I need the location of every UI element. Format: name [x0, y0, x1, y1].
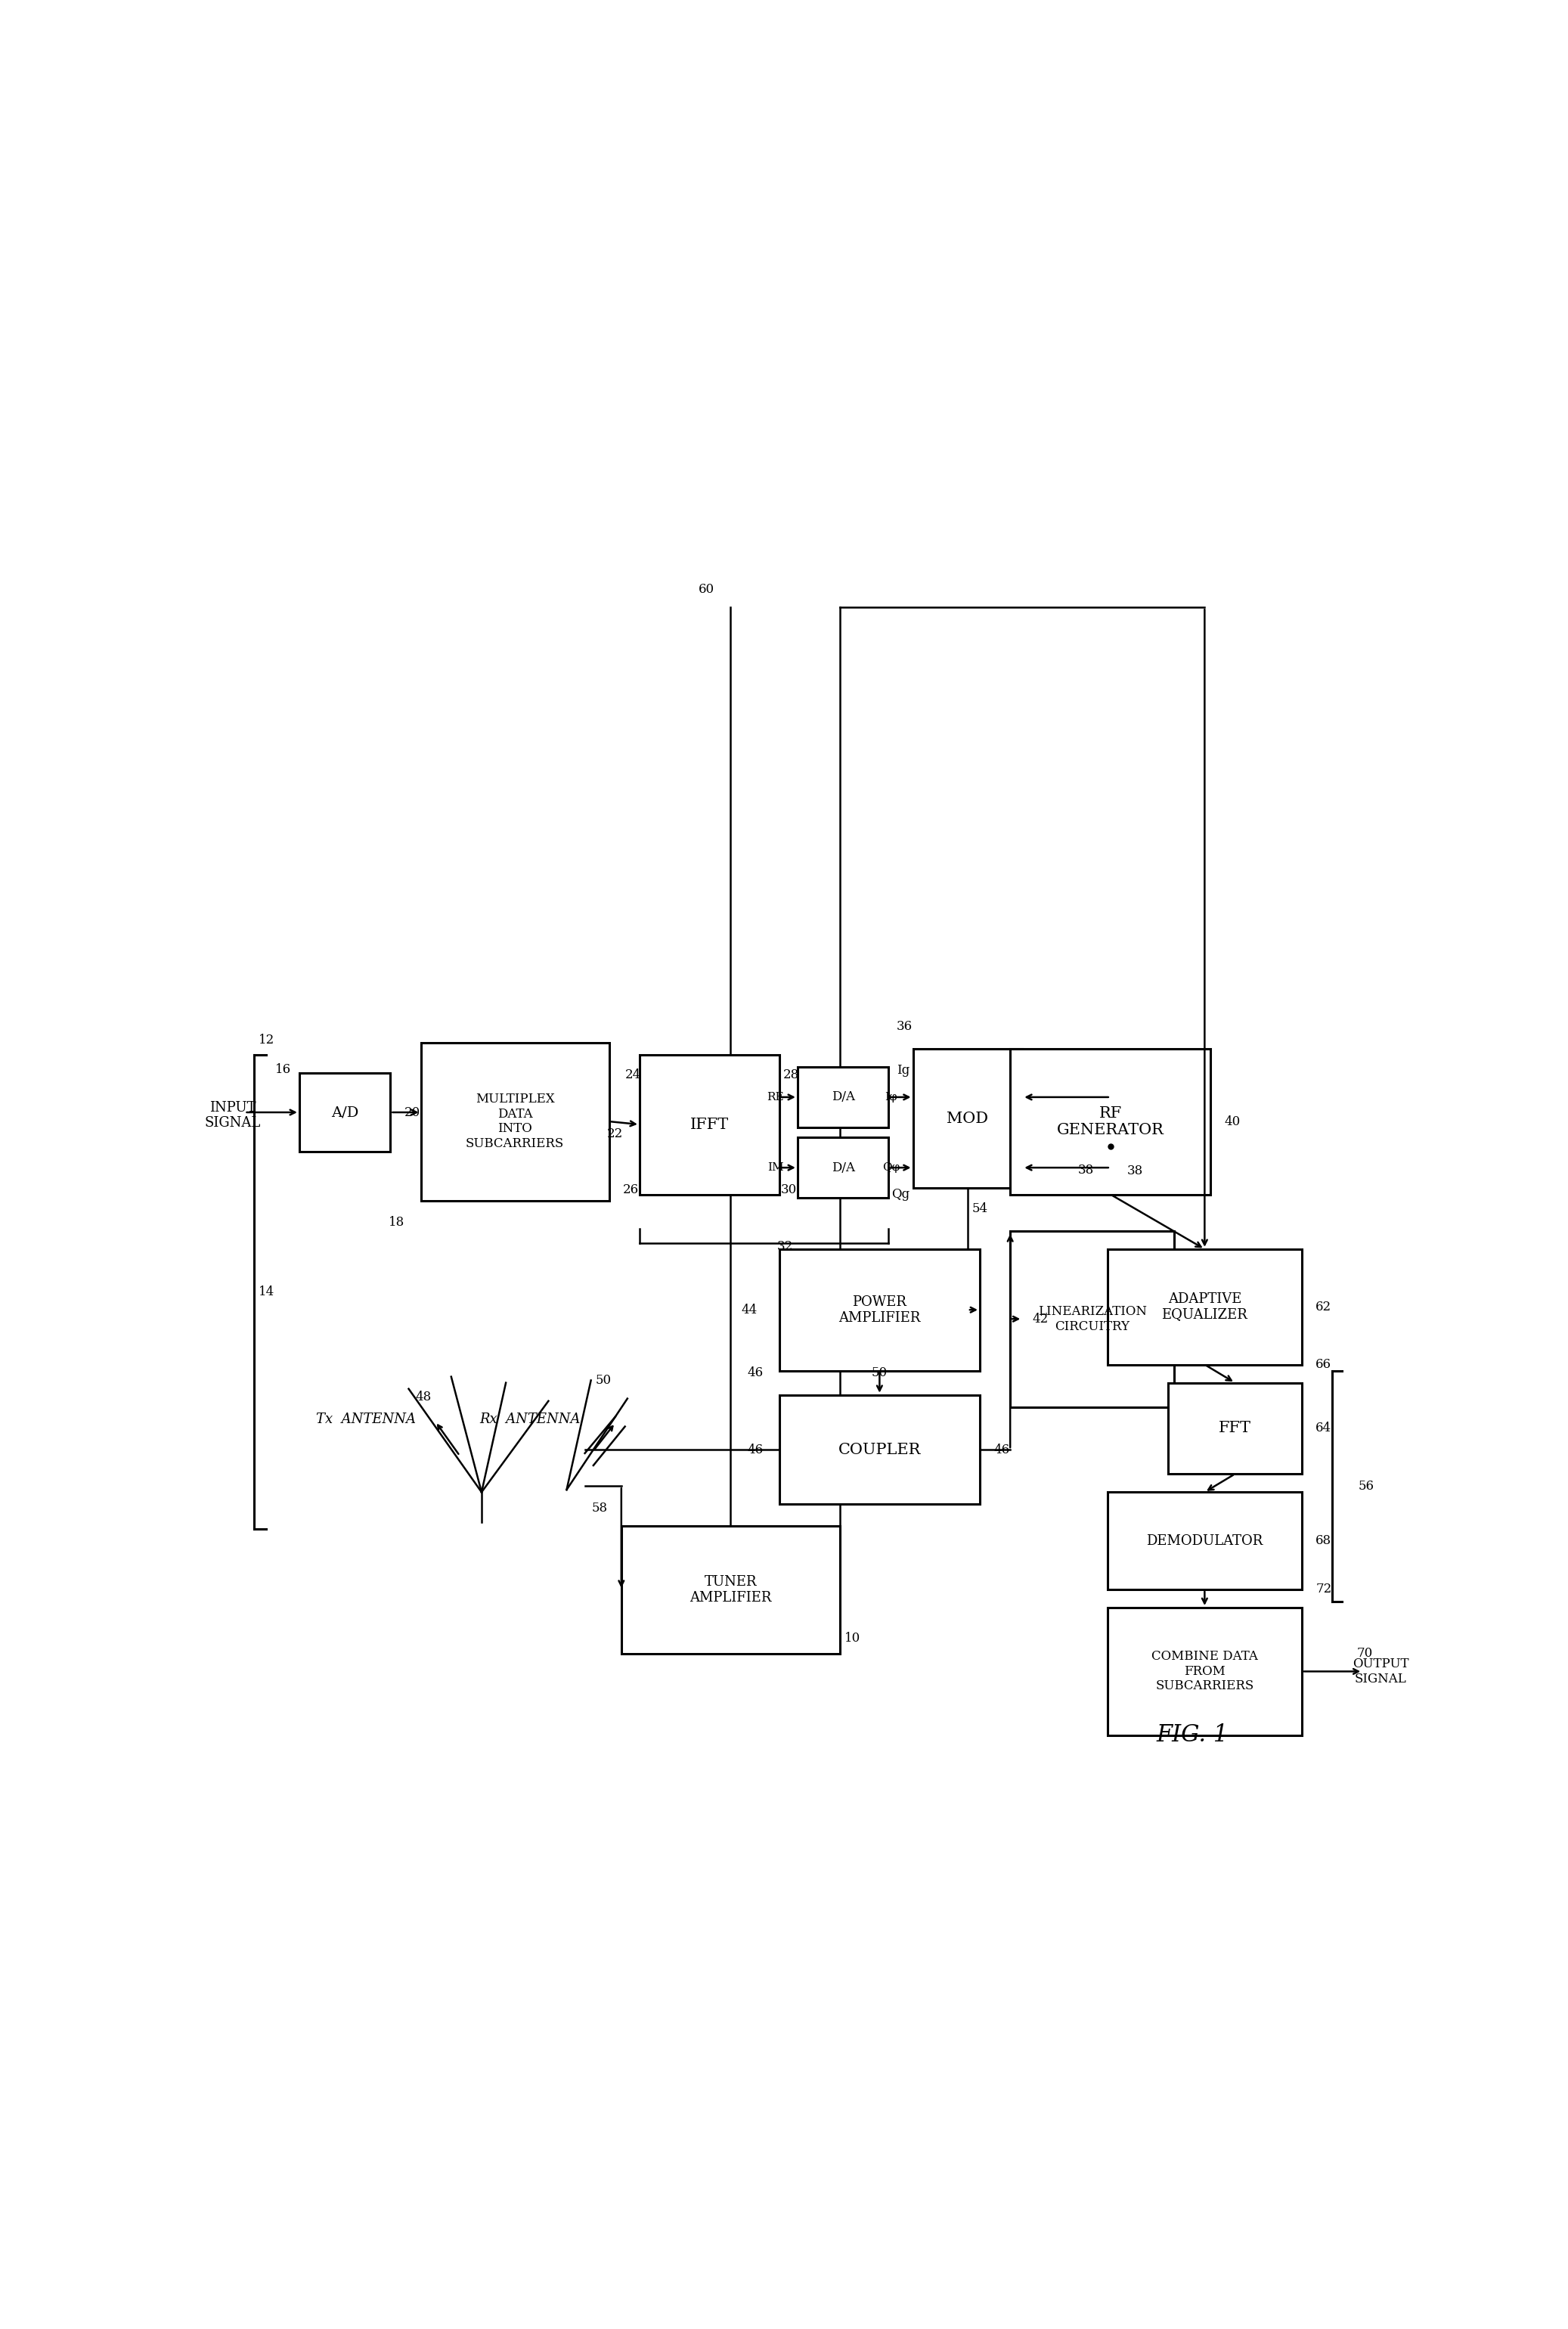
Text: 66: 66: [1316, 1358, 1331, 1372]
Text: 58: 58: [591, 1502, 607, 1514]
Text: INPUT
SIGNAL: INPUT SIGNAL: [204, 1102, 260, 1130]
Text: 48: 48: [416, 1390, 431, 1404]
Text: 42: 42: [1033, 1314, 1049, 1325]
FancyBboxPatch shape: [913, 1048, 1022, 1188]
Text: TUNER
AMPLIFIER: TUNER AMPLIFIER: [690, 1574, 771, 1605]
Text: Iφ: Iφ: [884, 1092, 897, 1102]
Text: Qg: Qg: [892, 1188, 909, 1202]
Text: 62: 62: [1316, 1300, 1331, 1314]
Text: COMBINE DATA
FROM
SUBCARRIERS: COMBINE DATA FROM SUBCARRIERS: [1151, 1651, 1258, 1693]
Text: IFFT: IFFT: [690, 1118, 729, 1132]
Text: 10: 10: [844, 1633, 861, 1644]
FancyBboxPatch shape: [1107, 1607, 1301, 1735]
Text: 46: 46: [994, 1444, 1010, 1456]
Text: MOD: MOD: [947, 1111, 988, 1125]
Text: OUTPUT
SIGNAL: OUTPUT SIGNAL: [1353, 1658, 1410, 1686]
Text: D/A: D/A: [831, 1162, 855, 1174]
Text: 40: 40: [1225, 1116, 1240, 1127]
Text: A/D: A/D: [331, 1106, 359, 1120]
Text: 38: 38: [1079, 1164, 1094, 1176]
Text: Qφ: Qφ: [883, 1162, 900, 1174]
FancyBboxPatch shape: [1107, 1248, 1301, 1365]
FancyBboxPatch shape: [299, 1074, 390, 1153]
Text: RE: RE: [767, 1092, 784, 1102]
Text: 22: 22: [607, 1127, 622, 1139]
Text: DEMODULATOR: DEMODULATOR: [1146, 1535, 1262, 1546]
Text: D/A: D/A: [831, 1090, 855, 1104]
FancyBboxPatch shape: [621, 1525, 840, 1654]
Text: 44: 44: [742, 1304, 757, 1316]
Text: ADAPTIVE
EQUALIZER: ADAPTIVE EQUALIZER: [1162, 1293, 1248, 1321]
FancyBboxPatch shape: [640, 1055, 779, 1195]
Text: 54: 54: [972, 1202, 988, 1216]
Text: 32: 32: [778, 1241, 793, 1253]
Text: RF
GENERATOR: RF GENERATOR: [1057, 1106, 1163, 1137]
FancyBboxPatch shape: [1168, 1383, 1301, 1474]
Text: 38: 38: [1127, 1164, 1143, 1176]
Text: 12: 12: [259, 1034, 274, 1046]
Text: 68: 68: [1316, 1535, 1331, 1546]
FancyBboxPatch shape: [420, 1043, 608, 1199]
Text: Ig: Ig: [897, 1064, 909, 1076]
Text: 72: 72: [1316, 1584, 1331, 1595]
Text: 20: 20: [405, 1106, 420, 1118]
FancyBboxPatch shape: [1107, 1493, 1301, 1588]
FancyBboxPatch shape: [779, 1395, 980, 1505]
Text: 56: 56: [1358, 1479, 1374, 1493]
Text: 64: 64: [1316, 1423, 1331, 1435]
Text: Rx  ANTENNA: Rx ANTENNA: [480, 1411, 580, 1425]
Text: 70: 70: [1356, 1647, 1374, 1661]
Text: 50: 50: [596, 1374, 612, 1386]
Text: 16: 16: [276, 1064, 292, 1076]
Text: LINEARIZATION
CIRCUITRY: LINEARIZATION CIRCUITRY: [1038, 1304, 1146, 1332]
Text: 28: 28: [784, 1069, 800, 1081]
FancyBboxPatch shape: [1010, 1048, 1210, 1195]
Text: MULTIPLEX
DATA
INTO
SUBCARRIERS: MULTIPLEX DATA INTO SUBCARRIERS: [466, 1092, 564, 1151]
Text: 46: 46: [746, 1444, 764, 1456]
Text: Tx  ANTENNA: Tx ANTENNA: [317, 1411, 416, 1425]
Text: FFT: FFT: [1218, 1421, 1251, 1435]
Text: POWER
AMPLIFIER: POWER AMPLIFIER: [839, 1295, 920, 1325]
Text: 60: 60: [698, 582, 715, 596]
Text: 36: 36: [897, 1020, 913, 1034]
FancyBboxPatch shape: [1010, 1230, 1174, 1407]
Text: 18: 18: [389, 1216, 405, 1230]
Text: 46: 46: [746, 1367, 764, 1379]
Text: 14: 14: [259, 1286, 274, 1297]
FancyBboxPatch shape: [798, 1067, 889, 1127]
FancyBboxPatch shape: [779, 1248, 980, 1369]
Text: 50: 50: [872, 1367, 887, 1379]
Text: 26: 26: [622, 1183, 640, 1197]
Text: IM: IM: [767, 1162, 784, 1174]
FancyBboxPatch shape: [798, 1137, 889, 1197]
Text: FIG. 1: FIG. 1: [1157, 1723, 1228, 1747]
Text: 24: 24: [626, 1069, 641, 1081]
Text: COUPLER: COUPLER: [839, 1442, 920, 1458]
Text: 30: 30: [781, 1183, 797, 1197]
